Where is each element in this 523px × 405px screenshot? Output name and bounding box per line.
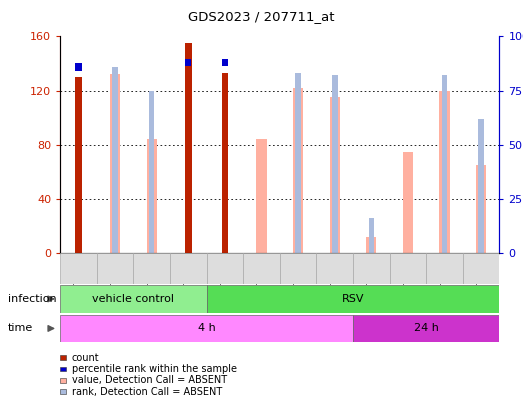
Bar — [207, 253, 243, 284]
Bar — [149, 91, 154, 253]
Bar — [442, 75, 447, 253]
Bar — [316, 253, 353, 284]
Bar — [133, 253, 170, 284]
Text: vehicle control: vehicle control — [93, 294, 174, 304]
Bar — [476, 165, 486, 253]
Bar — [295, 73, 301, 253]
Bar — [403, 151, 413, 253]
Text: GDS2023 / 207711_at: GDS2023 / 207711_at — [188, 10, 335, 23]
Bar — [256, 139, 267, 253]
Bar — [280, 253, 316, 284]
Bar — [390, 253, 426, 284]
Text: rank, Detection Call = ABSENT: rank, Detection Call = ABSENT — [72, 387, 222, 396]
Text: value, Detection Call = ABSENT: value, Detection Call = ABSENT — [72, 375, 227, 385]
Text: time: time — [8, 324, 33, 333]
Bar — [293, 88, 303, 253]
Bar — [60, 285, 207, 313]
Bar — [479, 119, 484, 253]
Text: RSV: RSV — [342, 294, 365, 304]
Text: count: count — [72, 353, 99, 362]
Text: percentile rank within the sample: percentile rank within the sample — [72, 364, 236, 374]
Bar — [463, 253, 499, 284]
Bar — [222, 59, 228, 66]
Bar — [222, 73, 228, 253]
Bar — [60, 253, 97, 284]
Bar — [97, 253, 133, 284]
Bar — [170, 253, 207, 284]
Bar — [332, 75, 337, 253]
Bar — [75, 77, 82, 253]
Bar — [243, 253, 280, 284]
Bar — [207, 285, 499, 313]
Bar — [185, 59, 191, 66]
Text: 4 h: 4 h — [198, 324, 215, 333]
Bar — [439, 91, 450, 253]
Bar — [110, 75, 120, 253]
Text: 24 h: 24 h — [414, 324, 439, 333]
Bar — [366, 237, 377, 253]
Bar — [112, 67, 118, 253]
Bar — [75, 63, 82, 70]
Bar — [353, 315, 499, 342]
Text: infection: infection — [8, 294, 56, 304]
Bar — [329, 97, 340, 253]
Bar — [146, 139, 157, 253]
Bar — [60, 315, 353, 342]
Bar — [369, 218, 374, 253]
Bar — [426, 253, 463, 284]
Bar — [185, 43, 191, 253]
Bar — [353, 253, 390, 284]
